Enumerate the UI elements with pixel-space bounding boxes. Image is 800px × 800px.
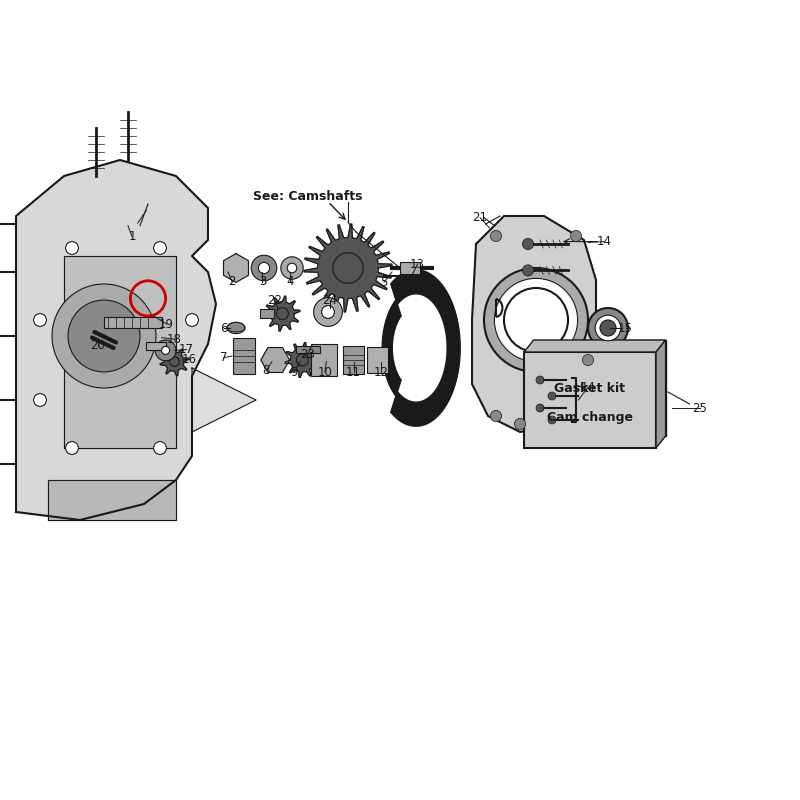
Text: Gasket kit: Gasket kit: [554, 382, 626, 395]
Circle shape: [536, 376, 544, 384]
Circle shape: [66, 242, 78, 254]
Polygon shape: [16, 160, 216, 520]
Polygon shape: [227, 322, 245, 332]
Circle shape: [34, 394, 46, 406]
Circle shape: [314, 298, 342, 326]
Text: 15: 15: [618, 322, 633, 334]
Text: 9: 9: [290, 366, 298, 378]
Text: 17: 17: [179, 343, 194, 356]
Text: 25: 25: [693, 402, 707, 414]
Circle shape: [588, 308, 628, 348]
Circle shape: [68, 300, 140, 372]
Text: 10: 10: [318, 366, 332, 378]
Circle shape: [582, 354, 594, 366]
Circle shape: [600, 320, 616, 336]
Circle shape: [484, 268, 588, 372]
Bar: [400, 262, 420, 274]
Text: See: Camshafts: See: Camshafts: [254, 190, 362, 202]
Bar: [311, 344, 337, 376]
Text: 19: 19: [159, 318, 174, 330]
Circle shape: [548, 392, 556, 400]
Circle shape: [322, 306, 334, 318]
Circle shape: [52, 284, 156, 388]
Polygon shape: [261, 347, 290, 373]
Bar: [524, 352, 656, 448]
Circle shape: [154, 442, 166, 454]
Circle shape: [155, 340, 176, 361]
Polygon shape: [192, 368, 256, 432]
Text: 5: 5: [380, 276, 388, 289]
Polygon shape: [64, 256, 176, 448]
Text: 7: 7: [220, 351, 228, 364]
Circle shape: [522, 265, 534, 276]
Circle shape: [154, 242, 166, 254]
Text: 12: 12: [374, 366, 388, 378]
Polygon shape: [472, 216, 596, 432]
Text: 1: 1: [128, 230, 136, 243]
Polygon shape: [160, 347, 189, 376]
Text: 3: 3: [258, 275, 266, 288]
Text: Cam change: Cam change: [547, 410, 633, 424]
Circle shape: [162, 346, 170, 354]
Circle shape: [548, 416, 556, 424]
Circle shape: [514, 418, 526, 430]
Polygon shape: [394, 295, 446, 401]
Circle shape: [287, 263, 297, 273]
Bar: [233, 338, 255, 374]
Text: 18: 18: [167, 333, 182, 346]
Circle shape: [258, 262, 270, 274]
Polygon shape: [524, 340, 666, 352]
Bar: [260, 309, 274, 318]
Circle shape: [570, 230, 582, 242]
Text: 6: 6: [220, 322, 228, 334]
Text: 20: 20: [90, 339, 105, 352]
Text: 23: 23: [300, 348, 314, 361]
Polygon shape: [223, 254, 249, 282]
Text: 16: 16: [182, 353, 197, 366]
Bar: [104, 317, 162, 328]
Bar: [343, 346, 364, 374]
Circle shape: [251, 255, 277, 281]
Text: 14: 14: [581, 381, 595, 394]
Circle shape: [490, 230, 502, 242]
Polygon shape: [48, 480, 176, 520]
Polygon shape: [285, 342, 320, 378]
Polygon shape: [304, 224, 392, 312]
Text: 2: 2: [228, 275, 236, 288]
Bar: [146, 342, 166, 350]
Circle shape: [34, 314, 46, 326]
Polygon shape: [265, 296, 300, 331]
Text: 4: 4: [286, 275, 294, 288]
Circle shape: [522, 238, 534, 250]
Circle shape: [281, 257, 303, 279]
Text: 8: 8: [262, 364, 270, 377]
Text: 14: 14: [597, 235, 611, 248]
Circle shape: [186, 314, 198, 326]
Circle shape: [66, 442, 78, 454]
Bar: [367, 347, 388, 373]
Text: 22: 22: [267, 294, 282, 306]
Text: 13: 13: [410, 258, 425, 270]
Text: 24: 24: [322, 294, 337, 306]
Polygon shape: [534, 340, 666, 436]
Circle shape: [595, 315, 621, 341]
Bar: [296, 346, 320, 353]
Circle shape: [490, 410, 502, 422]
Circle shape: [536, 404, 544, 412]
Polygon shape: [656, 340, 666, 448]
Polygon shape: [382, 270, 460, 426]
Circle shape: [494, 278, 578, 362]
Text: 21: 21: [473, 211, 487, 224]
Text: 11: 11: [346, 366, 361, 378]
